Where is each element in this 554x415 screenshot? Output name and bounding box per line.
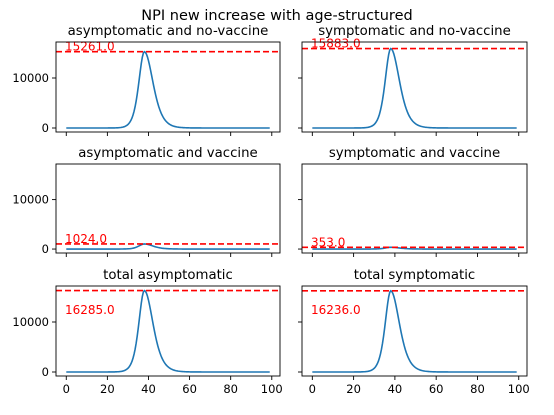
y-tick-label: 10000 <box>12 71 49 85</box>
reference-label: 15261.0 <box>65 40 115 54</box>
axes-frame <box>301 41 528 133</box>
y-tick-label: 0 <box>42 121 49 135</box>
x-tick-label: 0 <box>309 382 316 396</box>
series-line <box>312 289 517 373</box>
x-tick-label: 40 <box>141 382 156 396</box>
subplot-title: total symptomatic <box>354 268 476 283</box>
x-tick-label: 40 <box>388 382 403 396</box>
x-tick-label: 60 <box>429 382 444 396</box>
series-line <box>312 47 517 129</box>
axes-frame <box>301 163 528 254</box>
x-tick-label: 60 <box>182 382 197 396</box>
reference-label: 353.0 <box>311 235 345 249</box>
axes-frame <box>55 41 281 133</box>
axes-frame <box>301 285 528 377</box>
x-tick-label: 80 <box>470 382 485 396</box>
subplot: total asymptomatic 16285.0 0 20 40 60 80 100 0 10… <box>12 268 282 396</box>
y-tick-label: 10000 <box>12 193 49 207</box>
y-tick-label: 0 <box>42 365 49 379</box>
subplot: asymptomatic and vaccine 1024.0 0 10000 <box>12 146 281 257</box>
x-tick-label: 100 <box>261 382 283 396</box>
axes-frame <box>55 163 281 254</box>
subplot-title: asymptomatic and no-vaccine <box>68 24 269 39</box>
subplot-title: asymptomatic and vaccine <box>78 146 257 161</box>
x-tick-label: 0 <box>63 382 70 396</box>
reference-label: 15883.0 <box>311 37 361 51</box>
series-line <box>312 246 517 250</box>
y-tick-label: 10000 <box>12 315 49 329</box>
x-tick-label: 100 <box>508 382 530 396</box>
x-tick-label: 80 <box>223 382 238 396</box>
reference-label: 16285.0 <box>65 303 115 317</box>
x-tick-label: 20 <box>100 382 115 396</box>
y-tick-label: 0 <box>42 242 49 256</box>
series-line <box>66 50 270 129</box>
reference-label: 16236.0 <box>311 303 361 317</box>
series-line <box>66 289 270 373</box>
x-tick-label: 20 <box>346 382 361 396</box>
subplot-title: symptomatic and no-vaccine <box>318 24 511 39</box>
subplot-title: symptomatic and vaccine <box>329 146 500 161</box>
subplot: symptomatic and vaccine 353.0 <box>298 146 528 257</box>
series-line <box>66 243 270 250</box>
reference-label: 1024.0 <box>65 232 107 246</box>
subplot-title: total asymptomatic <box>103 268 233 283</box>
figure-suptitle: NPI new increase with age-structured <box>141 8 412 24</box>
axes-frame <box>55 285 281 377</box>
subplot: total symptomatic 16236.0 0 20 40 60 80 100 <box>298 268 530 396</box>
